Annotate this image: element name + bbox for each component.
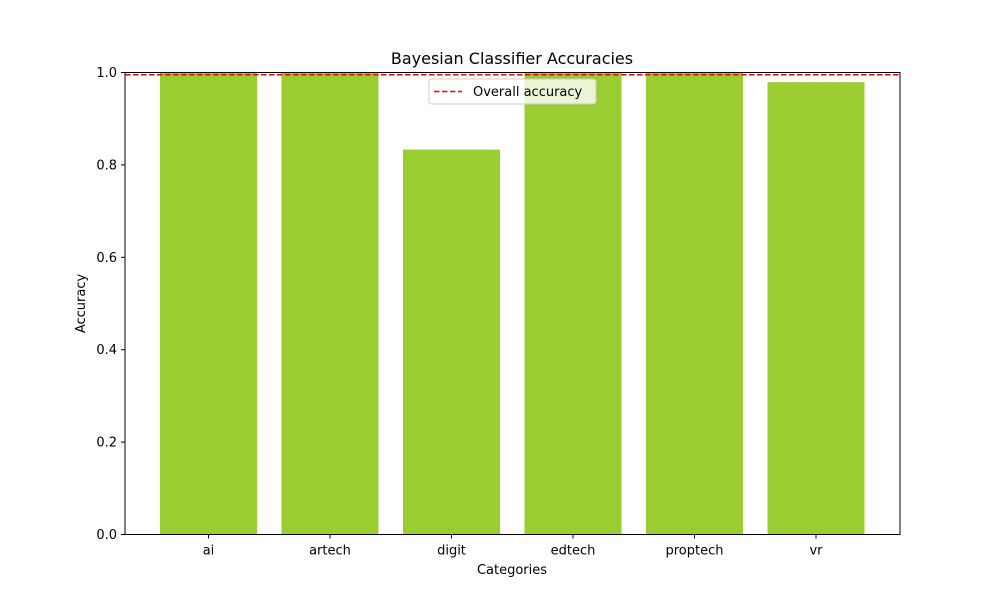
y-axis-label: Accuracy bbox=[74, 274, 89, 334]
legend-box bbox=[428, 78, 597, 105]
plot-frame bbox=[124, 72, 901, 535]
x-tick-label-vr: vr bbox=[809, 544, 823, 559]
bar-artech bbox=[281, 72, 379, 535]
chart-title: Bayesian Classifier Accuracies bbox=[391, 49, 633, 68]
y-tick-label: 0.2 bbox=[96, 436, 117, 451]
x-tick-label-artech: artech bbox=[309, 544, 351, 559]
bar-ai bbox=[160, 72, 257, 535]
y-tick-label: 0.6 bbox=[96, 251, 117, 266]
x-tick-label-ai: ai bbox=[203, 544, 215, 559]
x-axis: ai artech digit edtech proptech vr bbox=[203, 534, 823, 559]
legend: Overall accuracy bbox=[428, 78, 597, 105]
y-tick-label: 0.8 bbox=[96, 158, 117, 173]
bars-group bbox=[160, 72, 865, 535]
legend-entry-label: Overall accuracy bbox=[473, 85, 583, 100]
y-tick-label: 0.4 bbox=[96, 343, 117, 358]
y-tick-label: 1.0 bbox=[96, 66, 117, 81]
y-tick-label: 0.0 bbox=[96, 528, 117, 543]
y-axis: 0.0 0.2 0.4 0.6 0.8 1.0 bbox=[96, 66, 125, 543]
bar-digit bbox=[403, 149, 500, 535]
x-tick-label-digit: digit bbox=[437, 544, 466, 559]
bar-proptech bbox=[646, 72, 743, 535]
x-tick-label-edtech: edtech bbox=[551, 544, 596, 559]
x-tick-label-proptech: proptech bbox=[666, 544, 724, 559]
x-axis-label: Categories bbox=[477, 563, 547, 578]
bar-edtech bbox=[524, 72, 622, 535]
bar-vr bbox=[767, 82, 865, 535]
